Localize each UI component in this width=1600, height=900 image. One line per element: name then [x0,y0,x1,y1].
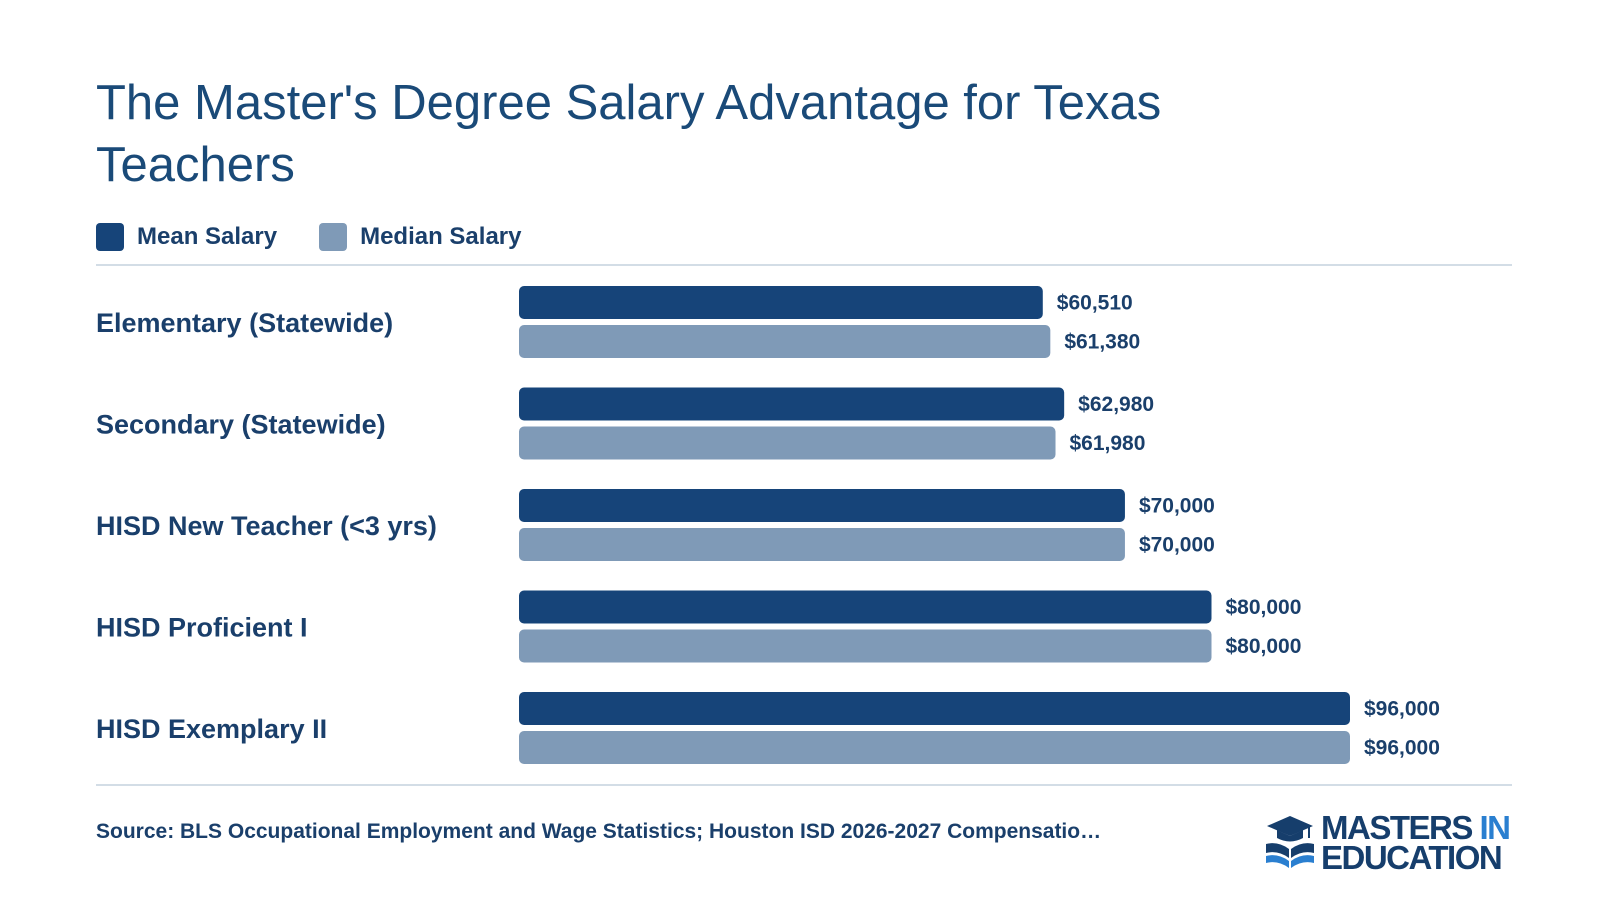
bar-mean [519,692,1350,725]
category-label: Elementary (Statewide) [96,308,393,338]
bar-mean [519,590,1212,624]
value-label: $96,000 [1364,698,1440,721]
graduation-cap-book-icon [1266,816,1314,868]
value-label: $62,980 [1078,393,1154,416]
legend-swatch-mean [96,223,124,251]
bar-mean [519,489,1125,522]
value-label: $70,000 [1139,495,1215,518]
legend-item-median: Median Salary [319,223,521,251]
legend-label-mean: Mean Salary [137,223,278,250]
bar-median [519,731,1350,764]
source-note: Source: BLS Occupational Employment and … [96,820,1102,843]
logo-text-masters: MASTERS [1321,809,1473,846]
legend: Mean Salary Median Salary [96,222,563,252]
category-label: HISD New Teacher (<3 yrs) [96,511,437,541]
value-label: $61,380 [1064,331,1140,354]
bar-median [519,528,1125,561]
bar-median [519,325,1051,358]
category-label: Secondary (Statewide) [96,410,386,440]
value-label: $96,000 [1364,737,1440,760]
logo: MASTERS IN EDUCATION [1264,810,1512,874]
category-label: HISD Proficient I [96,613,308,643]
bar-mean [519,387,1065,421]
value-label: $61,980 [1070,432,1146,455]
value-label: $70,000 [1139,534,1215,557]
logo-text-education: EDUCATION [1321,839,1503,876]
legend-swatch-median [319,223,348,251]
category-label: HISD Exemplary II [96,714,327,744]
chart-title: The Master's Degree Salary Advantage for… [96,76,1162,192]
value-label: $80,000 [1226,596,1302,619]
legend-item-mean: Mean Salary [96,223,277,251]
logo-text-line1: MASTERS IN [1321,811,1511,844]
logo-text-in: IN [1479,809,1512,846]
bar-median [519,426,1056,460]
value-label: $60,510 [1057,292,1133,315]
bar-median [519,629,1212,663]
legend-label-median: Median Salary [360,223,522,250]
bar-mean [519,286,1043,319]
value-label: $80,000 [1226,635,1302,658]
top-divider [96,264,1512,266]
bottom-divider [96,784,1512,786]
